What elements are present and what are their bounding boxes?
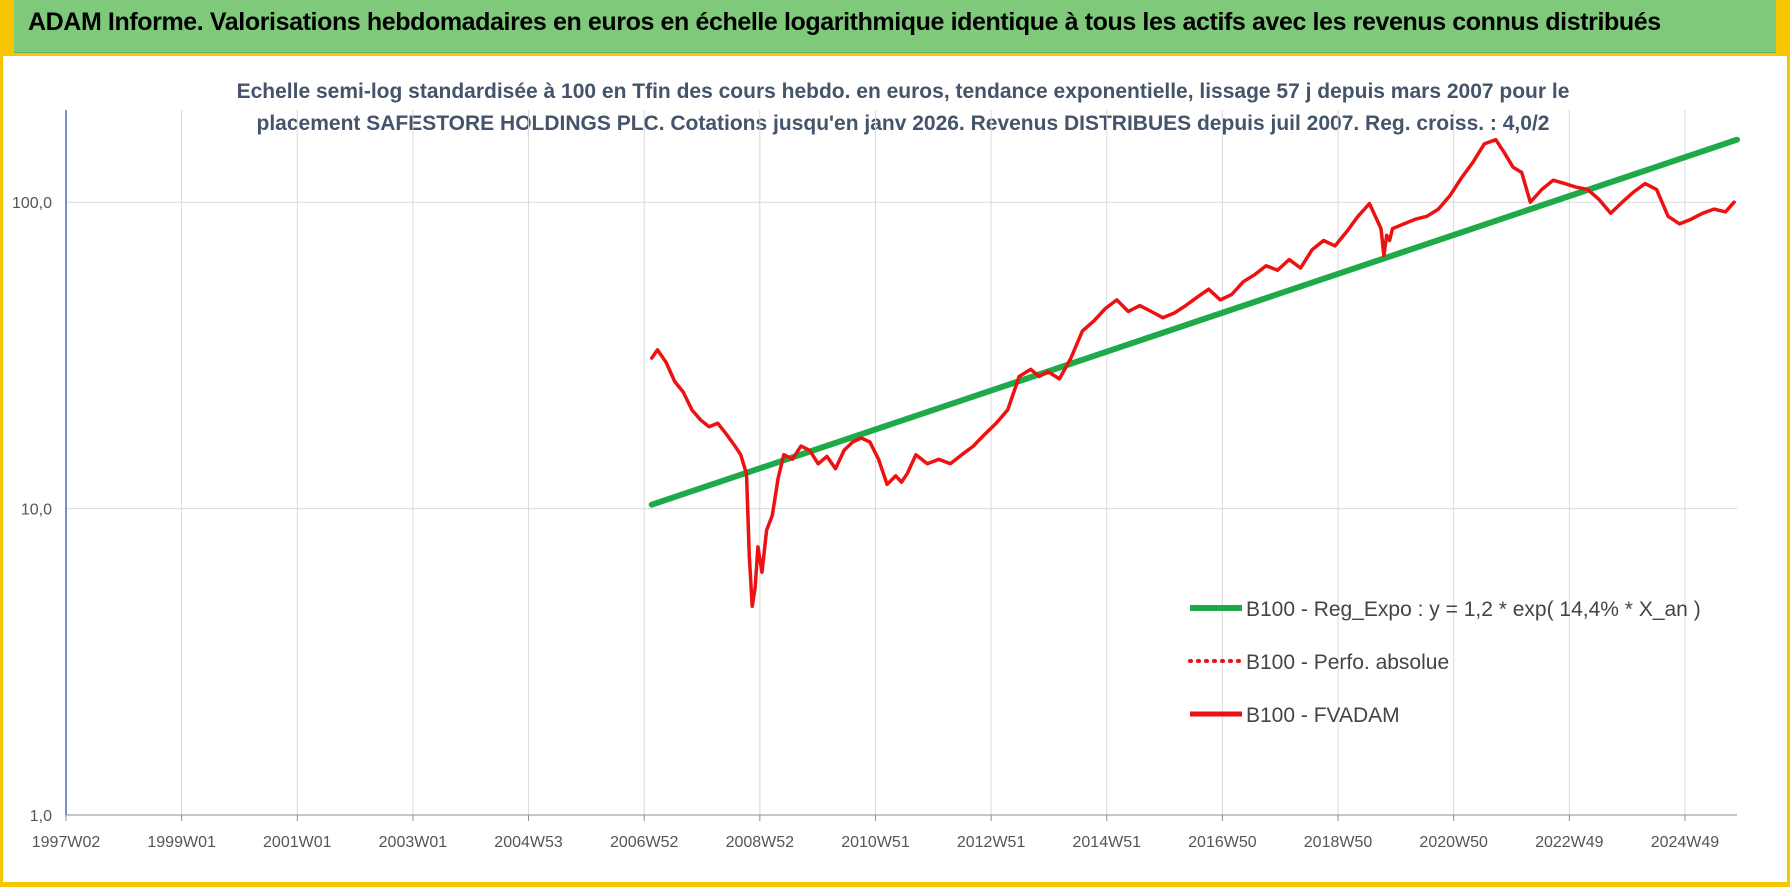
x-tick-label: 2024W49	[1651, 834, 1720, 851]
x-tick-labels: 1997W02 1999W01 2001W01 2003W01 2004W53 2006W…	[32, 834, 1720, 851]
legend: B100 - Reg_Expo : y = 1,2 * exp( 14,4% *…	[1188, 598, 1701, 727]
x-tick-label: 2008W52	[726, 834, 795, 851]
x-tick-label: 1997W02	[32, 834, 101, 851]
x-tick-label: 2004W53	[494, 834, 563, 851]
x-tick-label: 2006W52	[610, 834, 679, 851]
chart-subtitle: Echelle semi-log standardisée à 100 en T…	[203, 76, 1603, 140]
x-tick-label: 2022W49	[1535, 834, 1604, 851]
x-tick-label: 1999W01	[147, 834, 216, 851]
x-tick-label: 2020W50	[1419, 834, 1488, 851]
y-tick-label: 1,0	[30, 808, 52, 825]
y-tick-label: 100,0	[12, 195, 52, 212]
legend-label: B100 - FVADAM	[1246, 704, 1400, 727]
banner-title: ADAM Informe. Valorisations hebdomadaire…	[28, 8, 1661, 36]
x-tick-label: 2016W50	[1188, 834, 1257, 851]
regression-line	[648, 136, 1740, 508]
x-tick-label: 2014W51	[1073, 834, 1142, 851]
x-tick-label: 2018W50	[1304, 834, 1373, 851]
title-banner: ADAM Informe. Valorisations hebdomadaire…	[14, 0, 1776, 53]
y-tick-labels: 1,0 10,0 100,0	[12, 195, 52, 825]
x-tick-label: 2001W01	[263, 834, 332, 851]
axes	[65, 110, 1737, 821]
grid-lines	[65, 110, 1737, 816]
series-lines	[648, 136, 1740, 609]
x-tick-label: 2003W01	[379, 834, 448, 851]
x-tick-label: 2012W51	[957, 834, 1026, 851]
y-tick-label: 10,0	[21, 502, 52, 519]
chart-subtitle-line-2: placement SAFESTORE HOLDINGS PLC. Cotati…	[256, 112, 1550, 135]
fvadam-line	[649, 137, 1736, 609]
legend-label: B100 - Perfo. absolue	[1246, 651, 1449, 674]
chart-subtitle-line-1: Echelle semi-log standardisée à 100 en T…	[236, 80, 1570, 103]
legend-label: B100 - Reg_Expo : y = 1,2 * exp( 14,4% *…	[1246, 598, 1701, 621]
chart-panel: Echelle semi-log standardisée à 100 en T…	[3, 56, 1787, 882]
x-tick-label: 2010W51	[841, 834, 910, 851]
